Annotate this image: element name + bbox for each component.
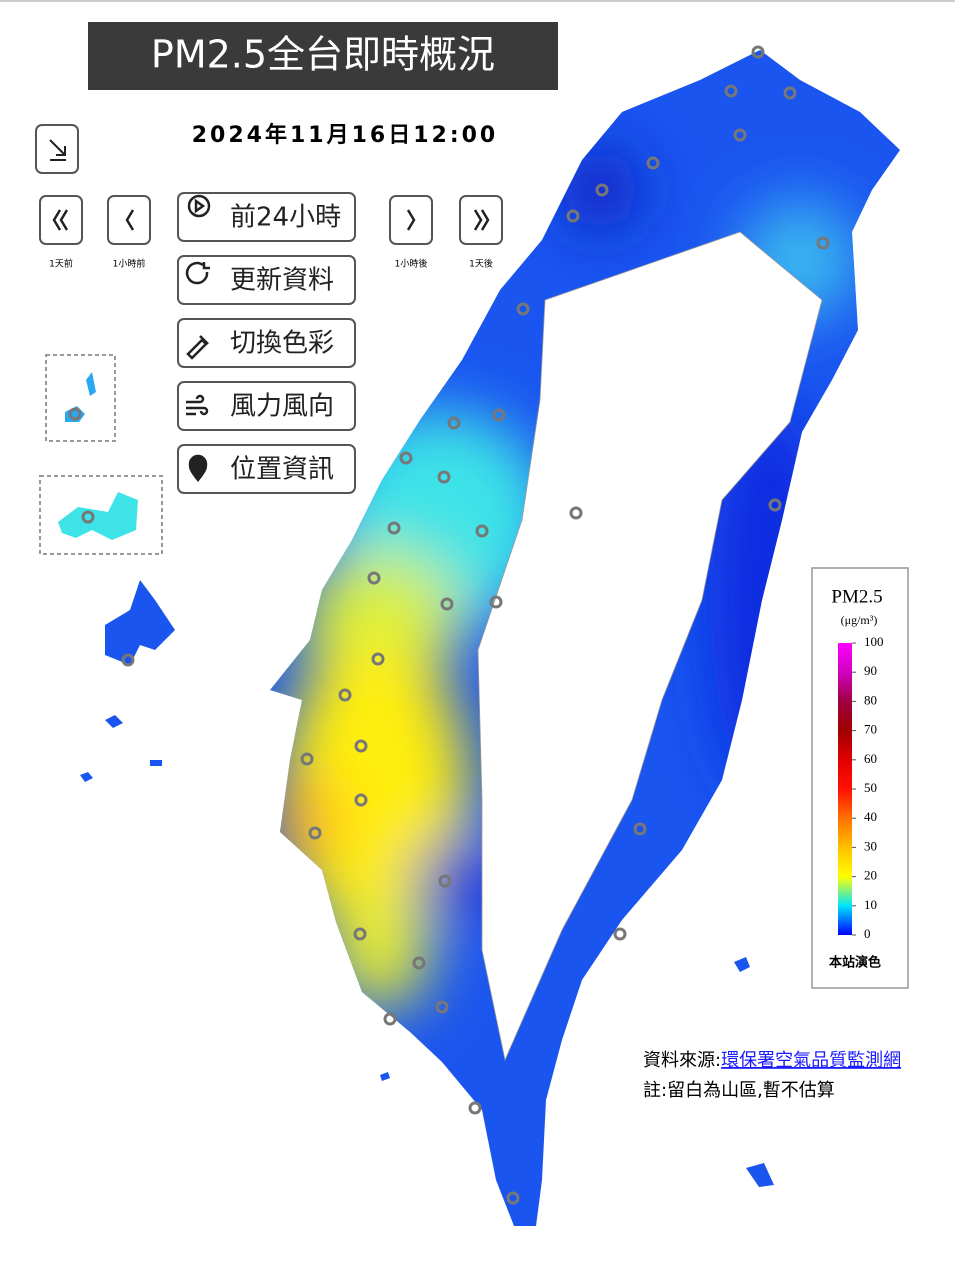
legend-tick-label: 20 bbox=[864, 868, 877, 883]
source-label: 資料來源: bbox=[643, 1050, 721, 1071]
button-icon bbox=[187, 194, 211, 218]
button-icon bbox=[186, 335, 209, 360]
nav-label: 1天前 bbox=[49, 258, 73, 270]
title-box bbox=[88, 22, 558, 90]
legend-tick-label: 0 bbox=[864, 926, 871, 941]
control-button[interactable]: 切換色彩 bbox=[177, 318, 356, 368]
legend-tick-label: 100 bbox=[864, 634, 884, 649]
nav-next-hour[interactable] bbox=[389, 195, 433, 245]
nav-label: 1天後 bbox=[469, 258, 493, 270]
button-frame bbox=[177, 444, 356, 494]
legend-footer: 本站演色 bbox=[829, 955, 881, 971]
button-frame bbox=[177, 318, 356, 368]
nav-label: 1小時前 bbox=[113, 258, 146, 270]
nav-next-day[interactable] bbox=[459, 195, 503, 245]
nav-prev-day[interactable] bbox=[39, 195, 83, 245]
button-label: 前24小時 bbox=[230, 203, 341, 233]
legend-tick-label: 60 bbox=[864, 751, 877, 766]
button-label: 更新資料 bbox=[230, 266, 334, 296]
nav-label: 1小時後 bbox=[395, 258, 428, 270]
page-title: PM2.5全台即時概況 bbox=[151, 33, 495, 77]
station-markers bbox=[300, 45, 830, 1205]
button-frame bbox=[177, 381, 356, 431]
color-bar bbox=[838, 643, 852, 935]
button-frame bbox=[177, 255, 356, 305]
legend-tick-label: 30 bbox=[864, 838, 877, 853]
legend-box bbox=[811, 567, 909, 989]
mountain-note: 註:留白為山區,暫不估算 bbox=[643, 1080, 835, 1101]
source-note: 資料來源:環保署空氣品質監測網 bbox=[643, 1050, 901, 1071]
legend-tick-label: 40 bbox=[864, 809, 877, 824]
control-button[interactable]: 位置資訊 bbox=[177, 444, 356, 494]
button-icon bbox=[186, 394, 209, 416]
legend-unit: (μg/m³) bbox=[841, 613, 878, 627]
legend-tick-label: 70 bbox=[864, 722, 877, 737]
button-label: 風力風向 bbox=[230, 392, 334, 422]
nav-prev-hour[interactable] bbox=[107, 195, 151, 245]
button-icon bbox=[185, 261, 210, 285]
legend-tick-label: 50 bbox=[864, 780, 877, 795]
collapse-button[interactable] bbox=[35, 124, 79, 174]
legend-tick-label: 10 bbox=[864, 897, 877, 912]
legend-tick-label: 80 bbox=[864, 692, 877, 707]
control-button[interactable]: 前24小時 bbox=[177, 192, 356, 242]
source-link[interactable]: 環保署空氣品質監測網 bbox=[721, 1050, 901, 1071]
legend-tick-label: 90 bbox=[864, 663, 877, 678]
control-button[interactable]: 風力風向 bbox=[177, 381, 356, 431]
datetime: 2024年11月16日12:00 bbox=[192, 122, 499, 148]
control-button[interactable]: 更新資料 bbox=[177, 255, 356, 305]
button-icon bbox=[188, 454, 208, 483]
button-label: 切換色彩 bbox=[230, 329, 334, 359]
button-label: 位置資訊 bbox=[230, 455, 334, 485]
button-frame bbox=[177, 192, 356, 242]
outlying-islands bbox=[39, 354, 774, 1187]
legend-title: PM2.5 bbox=[831, 586, 882, 607]
